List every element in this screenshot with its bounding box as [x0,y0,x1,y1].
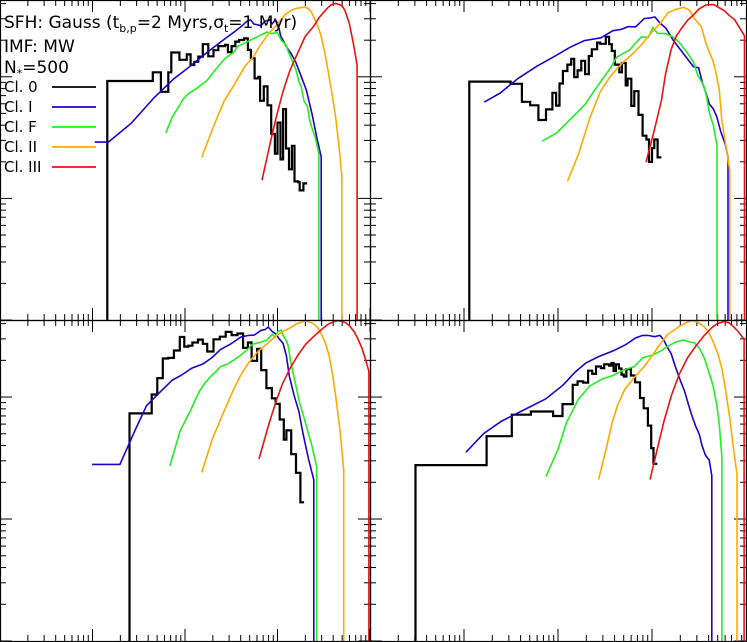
series-cl-f-line [545,339,723,641]
series-cl-f-line [165,31,320,320]
legend-label: Cl. 0 [4,78,38,96]
series-cl-f-line [169,328,318,641]
panel-frame [369,0,747,322]
axis-ticks [369,0,746,321]
n-annotation: N*=500 [4,58,69,80]
legend-label: Cl. II [4,138,37,156]
imf-annotation: IMF: MW [4,37,75,57]
panel-4 [369,319,747,642]
panel-2 [369,0,747,322]
series-cl-0-line [128,330,305,641]
series-cl-0-line [414,361,658,641]
panel-frame [0,319,372,642]
series-cl-i-line [465,334,713,641]
series-cl-ii-line [597,319,738,641]
series-cl-ii-line [200,320,345,641]
sfh-annotation: SFH: Gauss (tb,p=2 Myrs,σt=1 Myr) [4,13,297,35]
series-cl-i-line [94,18,323,320]
legend-label: Cl. III [4,158,41,176]
series-cl-iii-line [261,2,358,320]
annotations: SFH: Gauss (tb,p=2 Myrs,σt=1 Myr) IMF: M… [4,13,297,80]
series-cl-iii-line [258,319,370,641]
series-cl-i-line [483,16,729,320]
axis-ticks [369,320,746,642]
series-cl-ii-line [200,6,343,320]
series-cl-0-line [106,37,308,320]
series-cl-0-line [468,35,662,320]
series-cl-i-line [92,326,315,641]
series-cl-iii-line [645,3,746,320]
panel-frame [369,319,747,642]
series-cl-f-line [541,26,718,320]
series-cl-iii-line [649,320,745,641]
panel-3 [0,319,372,642]
legend-label: Cl. I [4,98,33,116]
legend: Cl. 0 Cl. I Cl. F Cl. II Cl. III [4,78,96,176]
series-cl-ii-line [566,6,731,320]
legend-label: Cl. F [4,118,37,136]
